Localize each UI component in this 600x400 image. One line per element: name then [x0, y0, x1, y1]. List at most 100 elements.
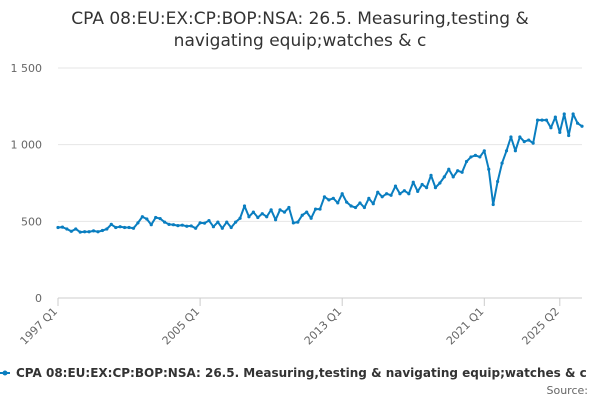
data-point[interactable] [296, 220, 300, 224]
data-point[interactable] [544, 118, 549, 122]
data-point[interactable] [265, 215, 269, 219]
data-point[interactable] [194, 226, 198, 230]
data-point[interactable] [269, 208, 273, 212]
data-point[interactable] [433, 186, 438, 190]
data-point[interactable] [278, 208, 282, 212]
data-point[interactable] [234, 220, 238, 224]
data-point[interactable] [78, 230, 82, 234]
data-point[interactable] [127, 225, 131, 230]
data-point[interactable] [123, 225, 127, 230]
data-point[interactable] [496, 179, 500, 184]
data-point[interactable] [473, 153, 478, 157]
data-point[interactable] [491, 202, 495, 207]
data-point[interactable] [251, 210, 255, 214]
data-point[interactable] [513, 149, 517, 153]
data-point[interactable] [225, 220, 229, 224]
data-point[interactable] [389, 193, 393, 197]
legend-label[interactable]: CPA 08:EU:EX:CP:BOP:NSA: 26.5. Measuring… [16, 366, 587, 380]
data-point[interactable] [358, 201, 362, 205]
data-point[interactable] [438, 181, 442, 185]
data-point[interactable] [185, 224, 189, 228]
data-point[interactable] [527, 138, 531, 142]
data-point[interactable] [549, 126, 553, 130]
data-point[interactable] [131, 226, 136, 230]
data-point[interactable] [91, 229, 96, 233]
data-point[interactable] [305, 210, 309, 214]
data-point[interactable] [567, 133, 571, 138]
data-point[interactable] [518, 135, 522, 139]
data-point[interactable] [340, 192, 344, 196]
data-point[interactable] [407, 192, 411, 196]
data-point[interactable] [411, 180, 415, 184]
data-point[interactable] [362, 205, 367, 210]
data-point[interactable] [154, 215, 158, 220]
data-point[interactable] [60, 225, 65, 229]
data-point[interactable] [114, 225, 118, 230]
data-point[interactable] [380, 195, 384, 199]
data-point[interactable] [287, 205, 291, 210]
data-point[interactable] [322, 195, 327, 199]
data-point[interactable] [558, 130, 562, 134]
data-point[interactable] [349, 204, 353, 208]
data-point[interactable] [69, 229, 73, 233]
data-point[interactable] [136, 221, 140, 225]
data-point[interactable] [309, 216, 313, 220]
data-point[interactable] [220, 226, 224, 230]
data-point[interactable] [464, 159, 469, 164]
data-point[interactable] [56, 225, 60, 230]
data-point[interactable] [353, 205, 358, 210]
data-point[interactable] [442, 175, 446, 179]
data-point[interactable] [162, 220, 167, 224]
data-point[interactable] [96, 230, 100, 234]
data-point[interactable] [149, 223, 153, 227]
data-point[interactable] [575, 121, 580, 125]
data-point[interactable] [509, 135, 513, 139]
data-point[interactable] [393, 184, 398, 188]
data-point[interactable] [256, 215, 260, 220]
data-point[interactable] [109, 222, 113, 226]
data-point[interactable] [65, 227, 69, 231]
data-point[interactable] [318, 207, 322, 211]
data-point[interactable] [553, 115, 557, 119]
data-point[interactable] [100, 228, 105, 233]
data-point[interactable] [282, 210, 287, 214]
data-point[interactable] [447, 167, 451, 171]
data-point[interactable] [482, 149, 486, 153]
data-point[interactable] [273, 218, 278, 222]
data-point[interactable] [247, 215, 251, 219]
data-point[interactable] [238, 216, 242, 220]
data-point[interactable] [424, 186, 429, 190]
data-point[interactable] [420, 182, 424, 187]
data-point[interactable] [540, 118, 544, 122]
data-point[interactable] [562, 112, 566, 116]
data-point[interactable] [376, 190, 380, 194]
data-point[interactable] [260, 212, 264, 216]
data-point[interactable] [580, 124, 584, 128]
data-point[interactable] [345, 200, 349, 204]
data-point[interactable] [504, 149, 509, 153]
data-point[interactable] [83, 230, 87, 234]
data-point[interactable] [487, 167, 491, 171]
data-point[interactable] [291, 221, 295, 225]
data-point[interactable] [385, 192, 389, 196]
data-point[interactable] [456, 169, 460, 173]
data-point[interactable] [522, 140, 526, 144]
data-point[interactable] [105, 227, 109, 231]
data-point[interactable] [176, 224, 180, 228]
data-point[interactable] [207, 218, 211, 223]
data-point[interactable] [398, 192, 402, 196]
data-point[interactable] [367, 196, 371, 200]
data-point[interactable] [140, 215, 144, 219]
data-point[interactable] [429, 173, 433, 177]
data-point[interactable] [300, 213, 304, 217]
data-point[interactable] [171, 223, 176, 227]
data-point[interactable] [87, 230, 91, 234]
data-point[interactable] [416, 189, 420, 194]
data-point[interactable] [242, 204, 247, 208]
data-point[interactable] [158, 216, 162, 221]
data-point[interactable] [198, 221, 202, 225]
legend[interactable]: CPA 08:EU:EX:CP:BOP:NSA: 26.5. Measuring… [0, 366, 587, 380]
data-point[interactable] [74, 227, 78, 231]
data-point[interactable] [535, 118, 540, 122]
data-point[interactable] [229, 225, 233, 230]
